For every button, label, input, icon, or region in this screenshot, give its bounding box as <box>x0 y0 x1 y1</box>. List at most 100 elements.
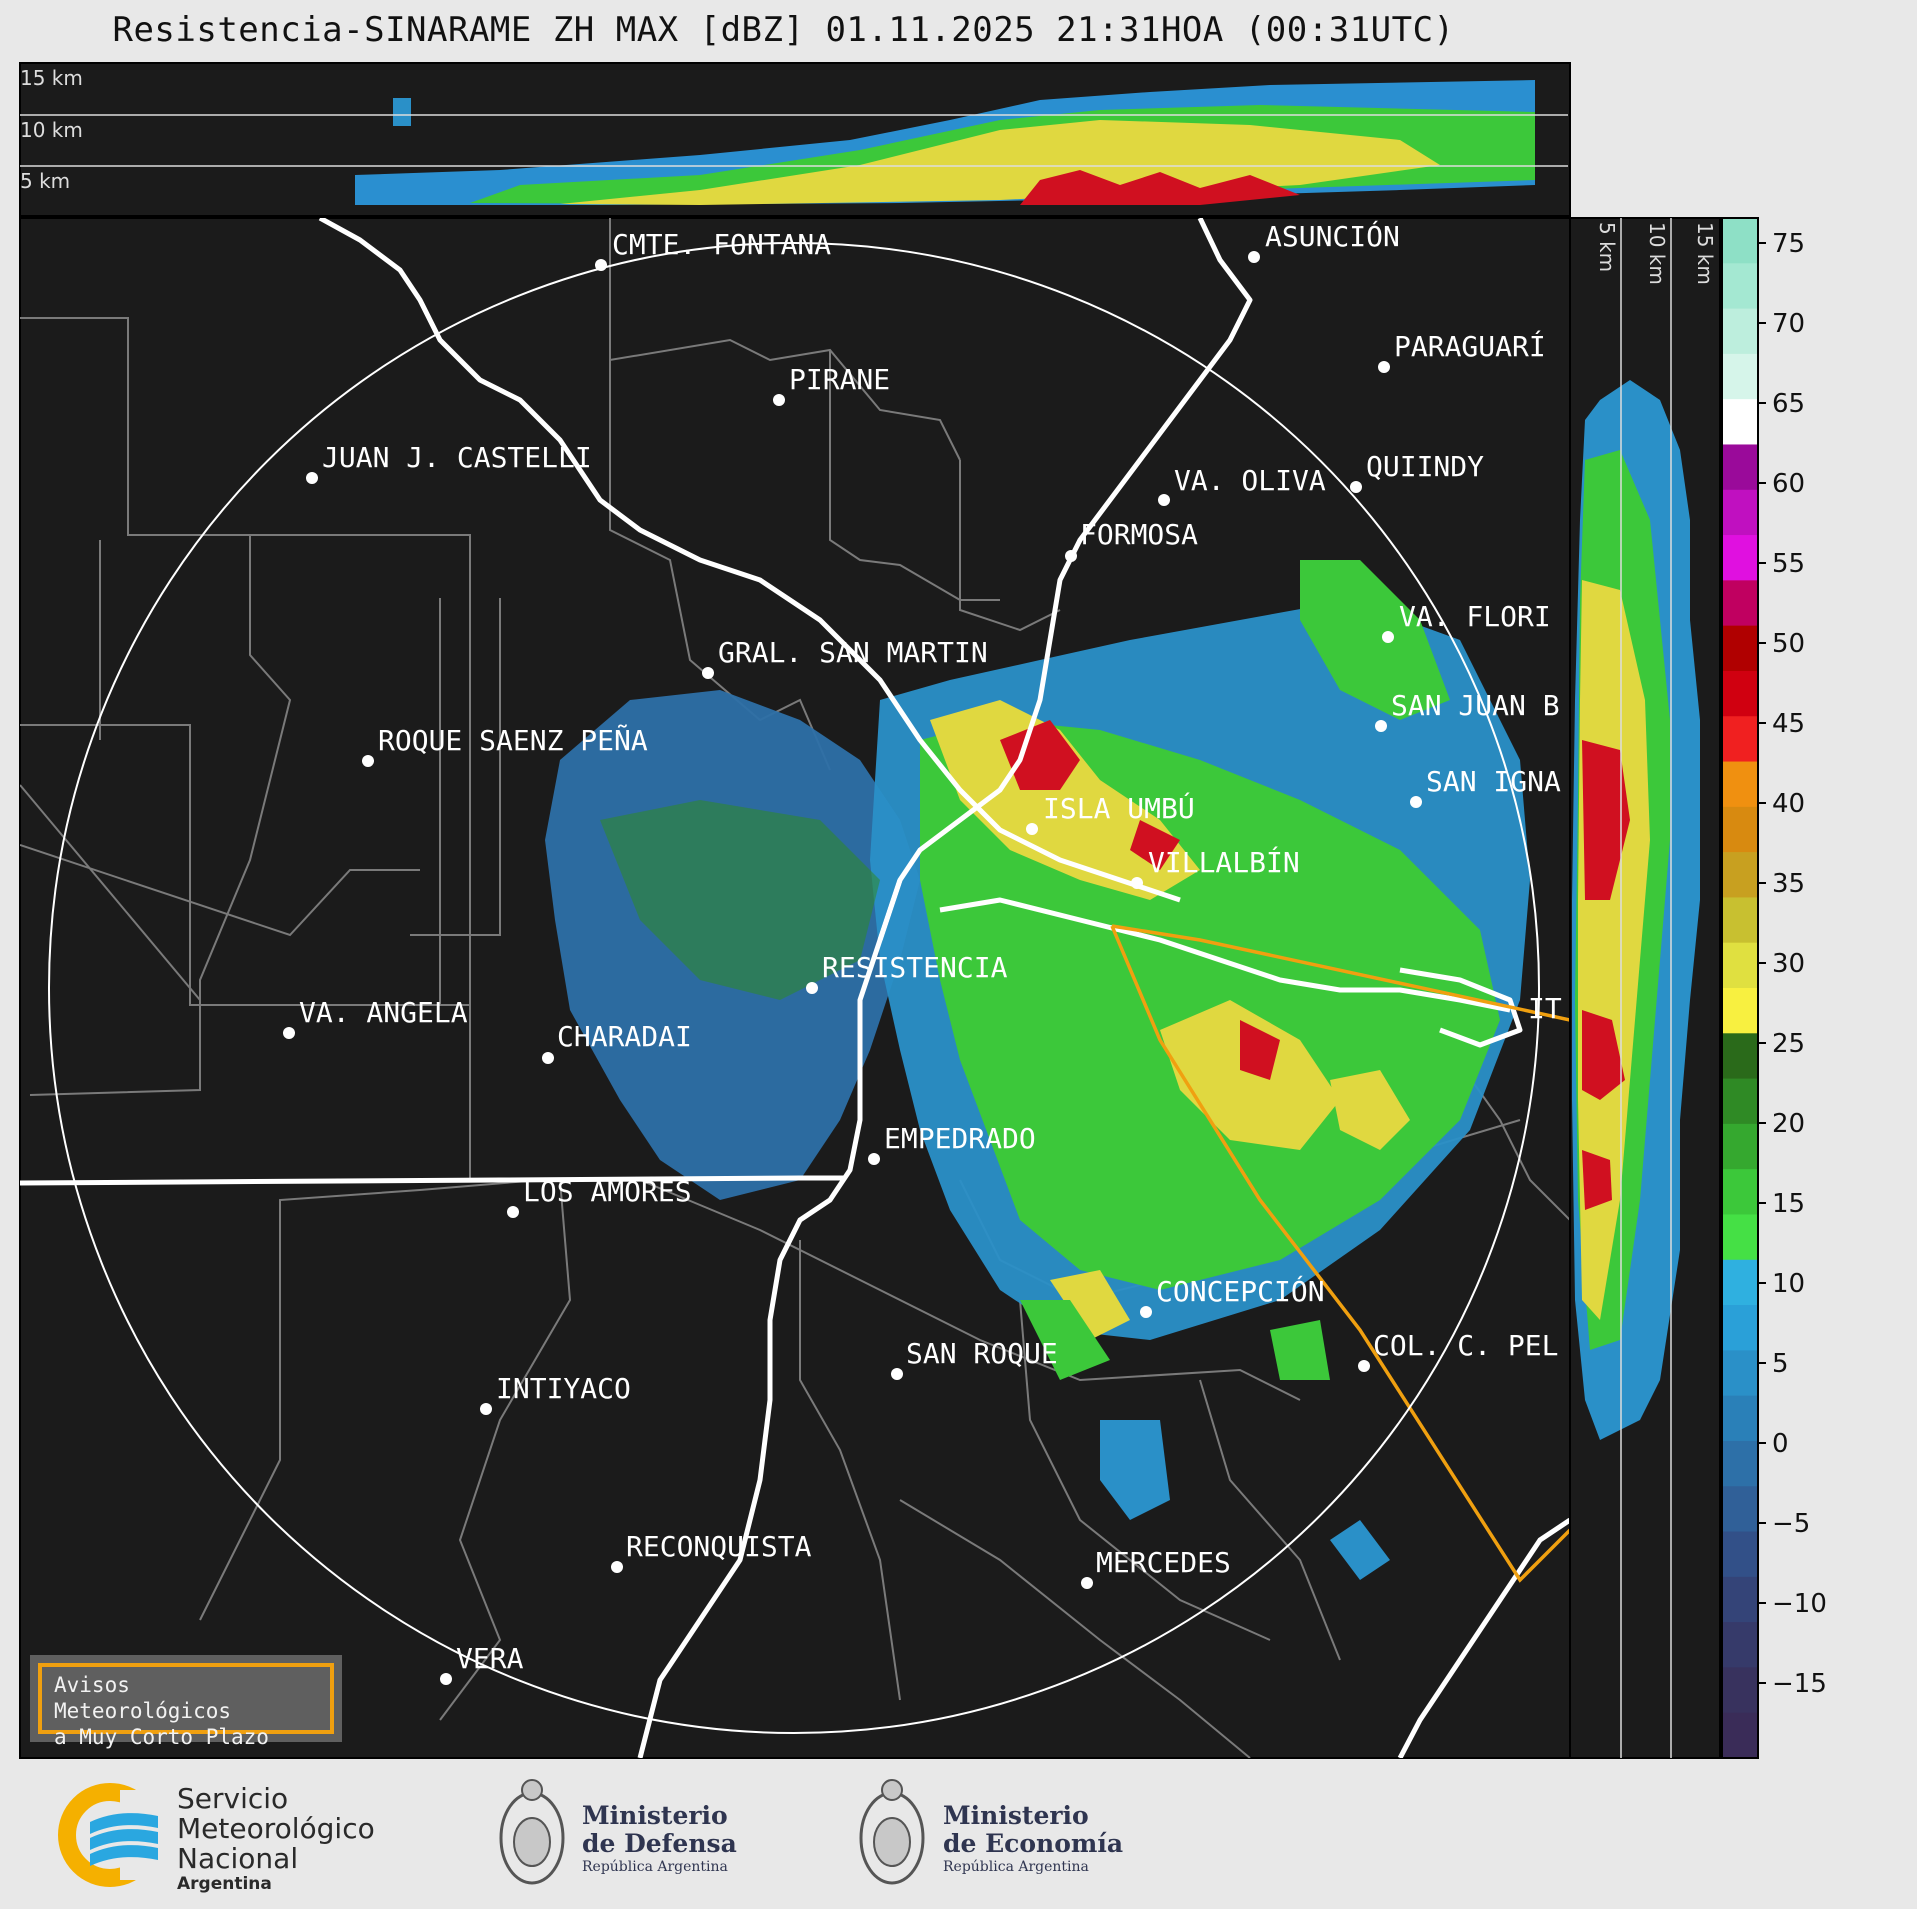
colorbar-swatch <box>1722 1486 1758 1533</box>
city-label: FORMOSA <box>1080 518 1198 551</box>
defensa-wordmark: Ministerio de Defensa República Argentin… <box>582 1802 737 1876</box>
city-label: MERCEDES <box>1096 1546 1231 1579</box>
side-label-15km: 15 km <box>1693 222 1717 285</box>
city-label: ISLA UMBÚ <box>1043 791 1195 825</box>
economia-line1: Ministerio <box>943 1801 1089 1830</box>
colorbar-tick-label: −15 <box>1772 1669 1827 1699</box>
city-san-igna: SAN IGNA <box>1410 765 1561 808</box>
aviso-box[interactable]: Avisos Meteorológicos a Muy Corto Plazo <box>30 1655 342 1749</box>
city-label: RESISTENCIA <box>822 951 1008 984</box>
city-va-oliva: VA. OLIVA <box>1158 464 1326 506</box>
colorbar-swatch <box>1722 353 1758 400</box>
aviso-line1: Avisos Meteorológicos <box>54 1673 232 1723</box>
city-va-flori: VA. FLORI <box>1382 600 1551 643</box>
colorbar-swatch <box>1722 1395 1758 1442</box>
city-va-angela: VA. ANGELA <box>283 996 468 1039</box>
colorbar-tick-label: 40 <box>1772 789 1805 819</box>
colorbar-swatch <box>1722 1531 1758 1578</box>
colorbar-swatch <box>1722 1033 1758 1080</box>
city-paraguari: PARAGUARÍ <box>1378 329 1546 373</box>
top-label-5km: 5 km <box>20 169 70 193</box>
colorbar-swatch <box>1722 580 1758 627</box>
city-label: GRAL. SAN MARTIN <box>718 636 988 669</box>
colorbar-swatch <box>1722 218 1758 264</box>
city-reconquista: RECONQUISTA <box>611 1530 812 1573</box>
colorbar-tick-label: 30 <box>1772 949 1805 979</box>
range-ring <box>48 242 1540 1734</box>
top-label-10km: 10 km <box>20 118 83 142</box>
colorbar-swatch <box>1722 1622 1758 1668</box>
city-label: INTIYACO <box>496 1372 631 1405</box>
colorbar-tick-label: 70 <box>1772 309 1805 339</box>
city-label: VA. FLORI <box>1399 600 1551 633</box>
colorbar-swatch <box>1722 1350 1758 1397</box>
colorbar-swatch <box>1722 1440 1758 1487</box>
city-pirane: PIRANE <box>773 363 890 406</box>
economia-line3: República Argentina <box>943 1859 1089 1875</box>
city-charadai: CHARADAI <box>542 1020 692 1064</box>
colorbar-swatch <box>1722 1259 1758 1306</box>
warning-polygon <box>1110 924 1570 1583</box>
smn-line2: Meteorológico <box>177 1812 375 1845</box>
city-label: ASUNCIÓN <box>1265 219 1400 253</box>
city-col-c-pel: COL. C. PEL <box>1358 1329 1558 1372</box>
defensa-line1: Ministerio <box>582 1801 728 1830</box>
colorbar-tick-label: 60 <box>1772 469 1805 499</box>
city-san-roque: SAN ROQUE <box>891 1337 1058 1380</box>
city-juan-j-castelli: JUAN J. CASTELLI <box>306 441 592 484</box>
colorbar-swatch <box>1722 1576 1758 1623</box>
top-label-15km: 15 km <box>20 66 83 90</box>
city-isla-umbu: ISLA UMBÚ <box>1026 791 1195 835</box>
city-label: EMPEDRADO <box>884 1122 1036 1155</box>
city-label: CONCEPCIÓN <box>1156 1274 1325 1308</box>
colorbar-swatch <box>1722 625 1758 672</box>
colorbar-tick-label: 15 <box>1772 1189 1805 1219</box>
colorbar-swatch <box>1722 1169 1758 1215</box>
colorbar-tick-label: 35 <box>1772 869 1805 899</box>
city-resistencia: RESISTENCIA <box>806 951 1008 994</box>
escudo-defensa-icon <box>499 1779 565 1885</box>
economia-line2: de Economía <box>943 1829 1124 1858</box>
aviso-line2: a Muy Corto Plazo <box>54 1725 269 1749</box>
colorbar-swatch <box>1722 535 1758 581</box>
city-vera: VERA <box>440 1642 524 1685</box>
colorbar-tick-label: 10 <box>1772 1269 1805 1299</box>
city-villalbin: VILLALBÍN <box>1131 845 1300 889</box>
side-label-10km: 10 km <box>1645 222 1669 285</box>
city-layer: CMTE. FONTANA ASUNCIÓN PARAGUARÍ PIRANE … <box>283 219 1562 1685</box>
colorbar-swatch <box>1722 308 1758 355</box>
city-it: IT <box>1528 992 1562 1025</box>
city-label: PIRANE <box>789 363 890 396</box>
city-quiindy: QUIINDY <box>1350 450 1484 493</box>
city-empedrado: EMPEDRADO <box>868 1122 1036 1165</box>
city-label: VERA <box>456 1642 524 1675</box>
city-label: CHARADAI <box>557 1020 692 1053</box>
colorbar-swatch <box>1722 670 1758 717</box>
city-mercedes: MERCEDES <box>1081 1546 1231 1589</box>
colorbar-tick-label: 50 <box>1772 629 1805 659</box>
colorbar-swatch <box>1722 852 1758 898</box>
colorbar-swatch <box>1722 1305 1758 1351</box>
city-los-amores: LOS AMORES <box>507 1175 692 1218</box>
colorbar-tick-label: 0 <box>1772 1429 1789 1459</box>
colorbar-swatch <box>1722 263 1758 310</box>
colorbar-tick-label: 45 <box>1772 709 1805 739</box>
city-label: CMTE. FONTANA <box>612 228 831 261</box>
colorbar <box>1721 217 1759 1759</box>
smn-logo-icon <box>58 1783 170 1887</box>
colorbar-swatch <box>1722 716 1758 763</box>
colorbar-swatch <box>1722 444 1758 491</box>
smn-line1: Servicio <box>177 1782 289 1815</box>
smn-wordmark: Servicio Meteorológico Nacional Argentin… <box>177 1782 375 1895</box>
city-label: VA. OLIVA <box>1174 464 1326 497</box>
city-formosa: FORMOSA <box>1065 518 1198 562</box>
colorbar-swatch <box>1722 1712 1758 1759</box>
city-label: VA. ANGELA <box>299 996 468 1029</box>
city-label: QUIINDY <box>1366 450 1484 483</box>
economia-wordmark: Ministerio de Economía República Argenti… <box>943 1802 1123 1876</box>
smn-line4: Argentina <box>177 1874 272 1894</box>
city-label: PARAGUARÍ <box>1394 329 1546 363</box>
colorbar-tick-label: 75 <box>1772 229 1805 259</box>
